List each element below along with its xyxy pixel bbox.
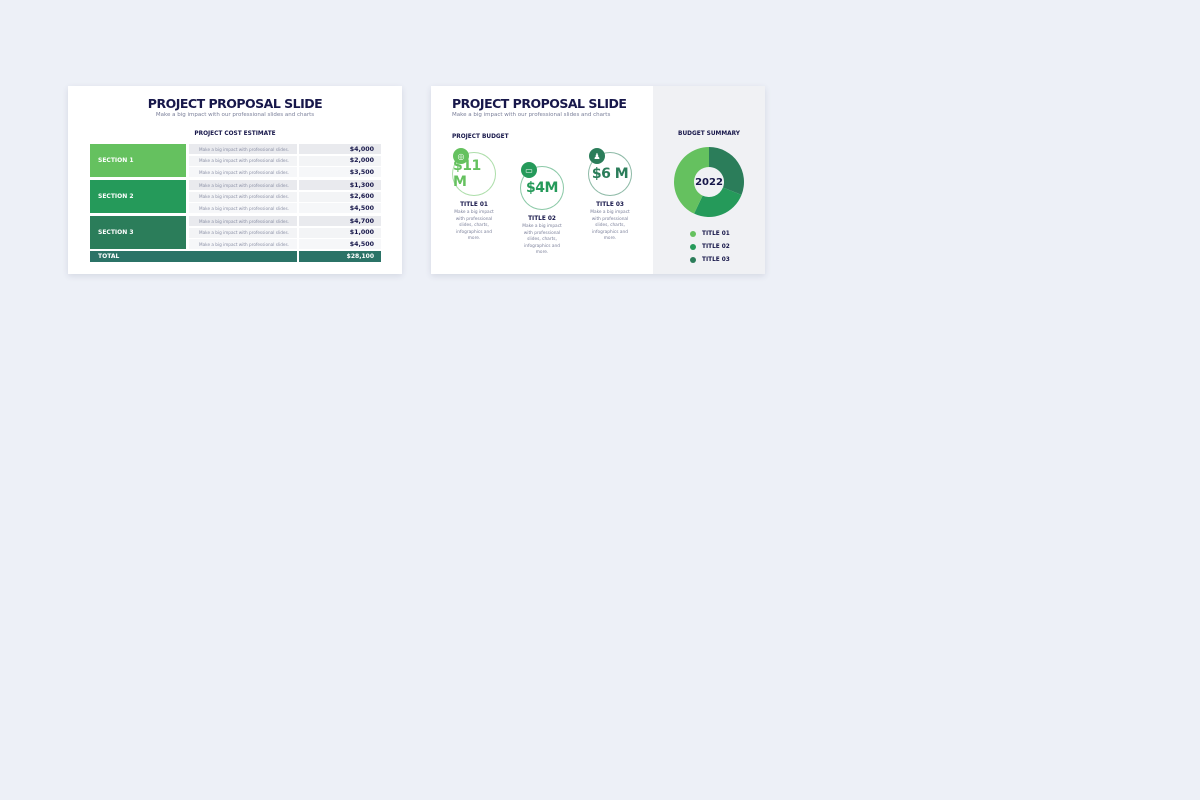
slide-subtitle: Make a big impact with our professional … bbox=[155, 112, 315, 118]
row-amount: $1,000 bbox=[299, 227, 381, 238]
section-label: SECTION 2 bbox=[90, 180, 186, 213]
row-description: Make a big impact with professional slid… bbox=[189, 144, 297, 154]
row-amount: $2,600 bbox=[299, 191, 381, 202]
donut-slice-1 bbox=[674, 147, 709, 214]
donut-center-label: 2022 bbox=[695, 176, 723, 188]
slide-title: PROJECT PROPOSAL SLIDE bbox=[452, 96, 627, 111]
row-description: Make a big impact with professional slid… bbox=[189, 191, 297, 202]
legend-label: TITLE 01 bbox=[702, 231, 730, 237]
row-amount: $4,000 bbox=[299, 144, 381, 154]
slide-subtitle: Make a big impact with our professional … bbox=[452, 112, 611, 118]
row-amount: $2,000 bbox=[299, 155, 381, 166]
section-label: SECTION 1 bbox=[90, 144, 186, 177]
row-amount: $4,700 bbox=[299, 216, 381, 226]
row-description: Make a big impact with professional slid… bbox=[189, 203, 297, 213]
legend-dot-icon bbox=[690, 257, 696, 263]
legend-label: TITLE 03 bbox=[702, 257, 730, 263]
slide-title: PROJECT PROPOSAL SLIDE bbox=[147, 96, 323, 111]
budget-value-circle: $11 M bbox=[452, 152, 496, 196]
row-description: Make a big impact with professional slid… bbox=[189, 155, 297, 166]
donut-slice-2 bbox=[694, 187, 742, 217]
legend-label: TITLE 02 bbox=[702, 244, 730, 250]
total-amount: $28,100 bbox=[299, 251, 381, 262]
section-label: SECTION 3 bbox=[90, 216, 186, 249]
slide-cost-estimate[interactable]: PROJECT PROPOSAL SLIDE Make a big impact… bbox=[68, 86, 402, 274]
legend-item: TITLE 03 bbox=[690, 257, 730, 263]
team-icon: ♟ bbox=[589, 148, 605, 164]
summary-panel bbox=[653, 86, 765, 274]
row-description: Make a big impact with professional slid… bbox=[189, 239, 297, 249]
row-description: Make a big impact with professional slid… bbox=[189, 180, 297, 190]
presentation-icon: ▭ bbox=[521, 162, 537, 178]
budget-item-title: TITLE 01 bbox=[460, 202, 488, 208]
legend-dot-icon bbox=[690, 231, 696, 237]
table-title: PROJECT COST ESTIMATE bbox=[194, 131, 276, 137]
legend-item: TITLE 01 bbox=[690, 231, 730, 237]
budget-item-description: Make a big impact with professional slid… bbox=[522, 224, 562, 255]
budget-item-title: TITLE 03 bbox=[596, 202, 624, 208]
row-description: Make a big impact with professional slid… bbox=[189, 227, 297, 238]
row-amount: $4,500 bbox=[299, 239, 381, 249]
row-description: Make a big impact with professional slid… bbox=[189, 216, 297, 226]
budget-donut-chart bbox=[674, 147, 744, 217]
target-icon: ◎ bbox=[453, 148, 469, 164]
legend-item: TITLE 02 bbox=[690, 244, 730, 250]
budget-item-description: Make a big impact with professional slid… bbox=[590, 210, 630, 241]
legend-dot-icon bbox=[690, 244, 696, 250]
summary-title: BUDGET SUMMARY bbox=[678, 131, 740, 137]
donut-slice-3 bbox=[709, 147, 744, 195]
row-amount: $4,500 bbox=[299, 203, 381, 213]
budget-item-description: Make a big impact with professional slid… bbox=[454, 210, 494, 241]
budget-title: PROJECT BUDGET bbox=[452, 134, 509, 140]
row-description: Make a big impact with professional slid… bbox=[189, 167, 297, 177]
row-amount: $1,300 bbox=[299, 180, 381, 190]
budget-item-title: TITLE 02 bbox=[528, 216, 556, 222]
row-amount: $3,500 bbox=[299, 167, 381, 177]
total-label: TOTAL bbox=[90, 251, 297, 262]
slide-budget[interactable]: PROJECT PROPOSAL SLIDE Make a big impact… bbox=[431, 86, 765, 274]
